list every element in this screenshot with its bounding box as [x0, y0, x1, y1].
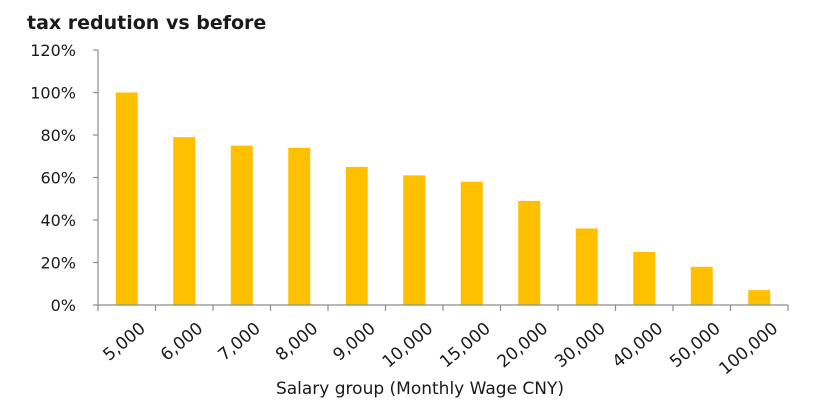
x-tick-label: 100,000	[715, 319, 782, 380]
x-tick-label: 6,000	[157, 319, 207, 366]
bar-5000	[115, 92, 138, 305]
x-tick-label: 9,000	[330, 319, 380, 366]
bar-15000	[460, 181, 483, 305]
x-tick-label: 40,000	[609, 319, 667, 373]
bar-group	[115, 92, 771, 305]
bar-20000	[518, 200, 541, 305]
y-axis: 0% 20% 40% 60% 80% 100% 120%	[30, 41, 99, 315]
bar-10000	[403, 175, 426, 305]
bar-6000	[173, 137, 196, 305]
bar-9000	[345, 166, 368, 305]
bar-100000	[748, 290, 771, 305]
y-tick-label: 100%	[30, 84, 76, 103]
x-tick-label: 7,000	[215, 319, 265, 366]
x-axis-title: Salary group (Monthly Wage CNY)	[276, 379, 564, 399]
bar-40000	[633, 251, 656, 305]
x-tick-label: 30,000	[551, 319, 609, 373]
y-tick-label: 40%	[40, 211, 76, 230]
y-tick-label: 120%	[30, 41, 76, 60]
bar-7000	[230, 145, 253, 305]
x-tick-label: 5,000	[100, 319, 150, 366]
y-tick-label: 20%	[40, 254, 76, 273]
bar-8000	[288, 147, 311, 305]
chart-title: tax redution vs before	[27, 12, 266, 34]
x-tick-label: 10,000	[379, 319, 437, 373]
x-tick-label: 20,000	[494, 319, 552, 373]
y-tick-label: 0%	[51, 296, 76, 315]
bar-50000	[690, 266, 713, 305]
x-tick-label: 15,000	[436, 319, 494, 373]
x-axis: 5,000 6,000 7,000 8,000 9,000 10,000 15,000 20,…	[97, 304, 789, 380]
y-tick-label: 80%	[40, 126, 76, 145]
y-tick-label: 60%	[40, 169, 76, 188]
bar-30000	[575, 228, 598, 305]
x-tick-label: 8,000	[272, 319, 322, 366]
